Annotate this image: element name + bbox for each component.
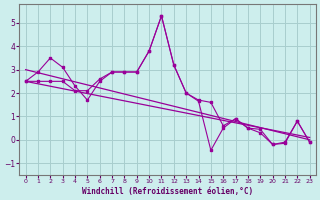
- X-axis label: Windchill (Refroidissement éolien,°C): Windchill (Refroidissement éolien,°C): [82, 187, 253, 196]
